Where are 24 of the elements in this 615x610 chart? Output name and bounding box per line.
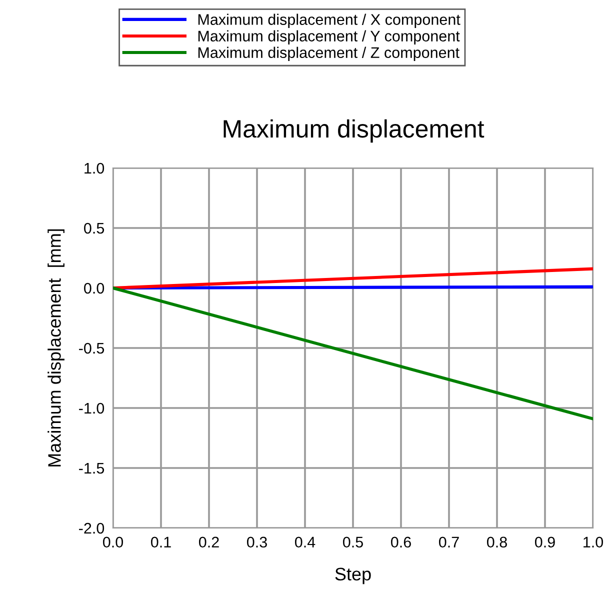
x-tick-label: 0.1 xyxy=(150,536,171,548)
x-tick-label: 0.2 xyxy=(198,536,219,548)
x-tick-label: 1.0 xyxy=(584,536,604,548)
y-axis-title: Maximum displacement [mm] xyxy=(48,229,64,466)
x-tick-label: 0.9 xyxy=(534,536,555,548)
x-tick-label: 0.6 xyxy=(390,536,411,548)
y-tick-label: -1.0 xyxy=(79,402,104,414)
x-tick-label: 0.5 xyxy=(342,536,363,548)
x-tick-label: 0.7 xyxy=(438,536,459,548)
y-tick-label: -2.0 xyxy=(79,522,104,534)
x-tick-label: 0.4 xyxy=(294,536,316,548)
x-tick-label: 0.8 xyxy=(486,536,507,548)
y-tick-label: -0.5 xyxy=(79,342,104,354)
x-tick-label: 0.0 xyxy=(102,536,124,548)
y-tick-label: 0.5 xyxy=(84,222,104,234)
x-tick-label: 0.3 xyxy=(246,536,267,548)
legend-label: Maximum displacement / Z component xyxy=(198,46,460,62)
y-tick-label: 1.0 xyxy=(84,162,104,174)
chart-title: Maximum displacement xyxy=(224,119,484,143)
y-tick-label: -1.5 xyxy=(79,463,104,474)
x-axis-title: Step xyxy=(335,568,371,584)
y-tick-label: 0.0 xyxy=(84,282,104,294)
legend-label: Maximum displacement / X component xyxy=(198,14,460,28)
legend-label: Maximum displacement / Y component xyxy=(198,30,460,45)
